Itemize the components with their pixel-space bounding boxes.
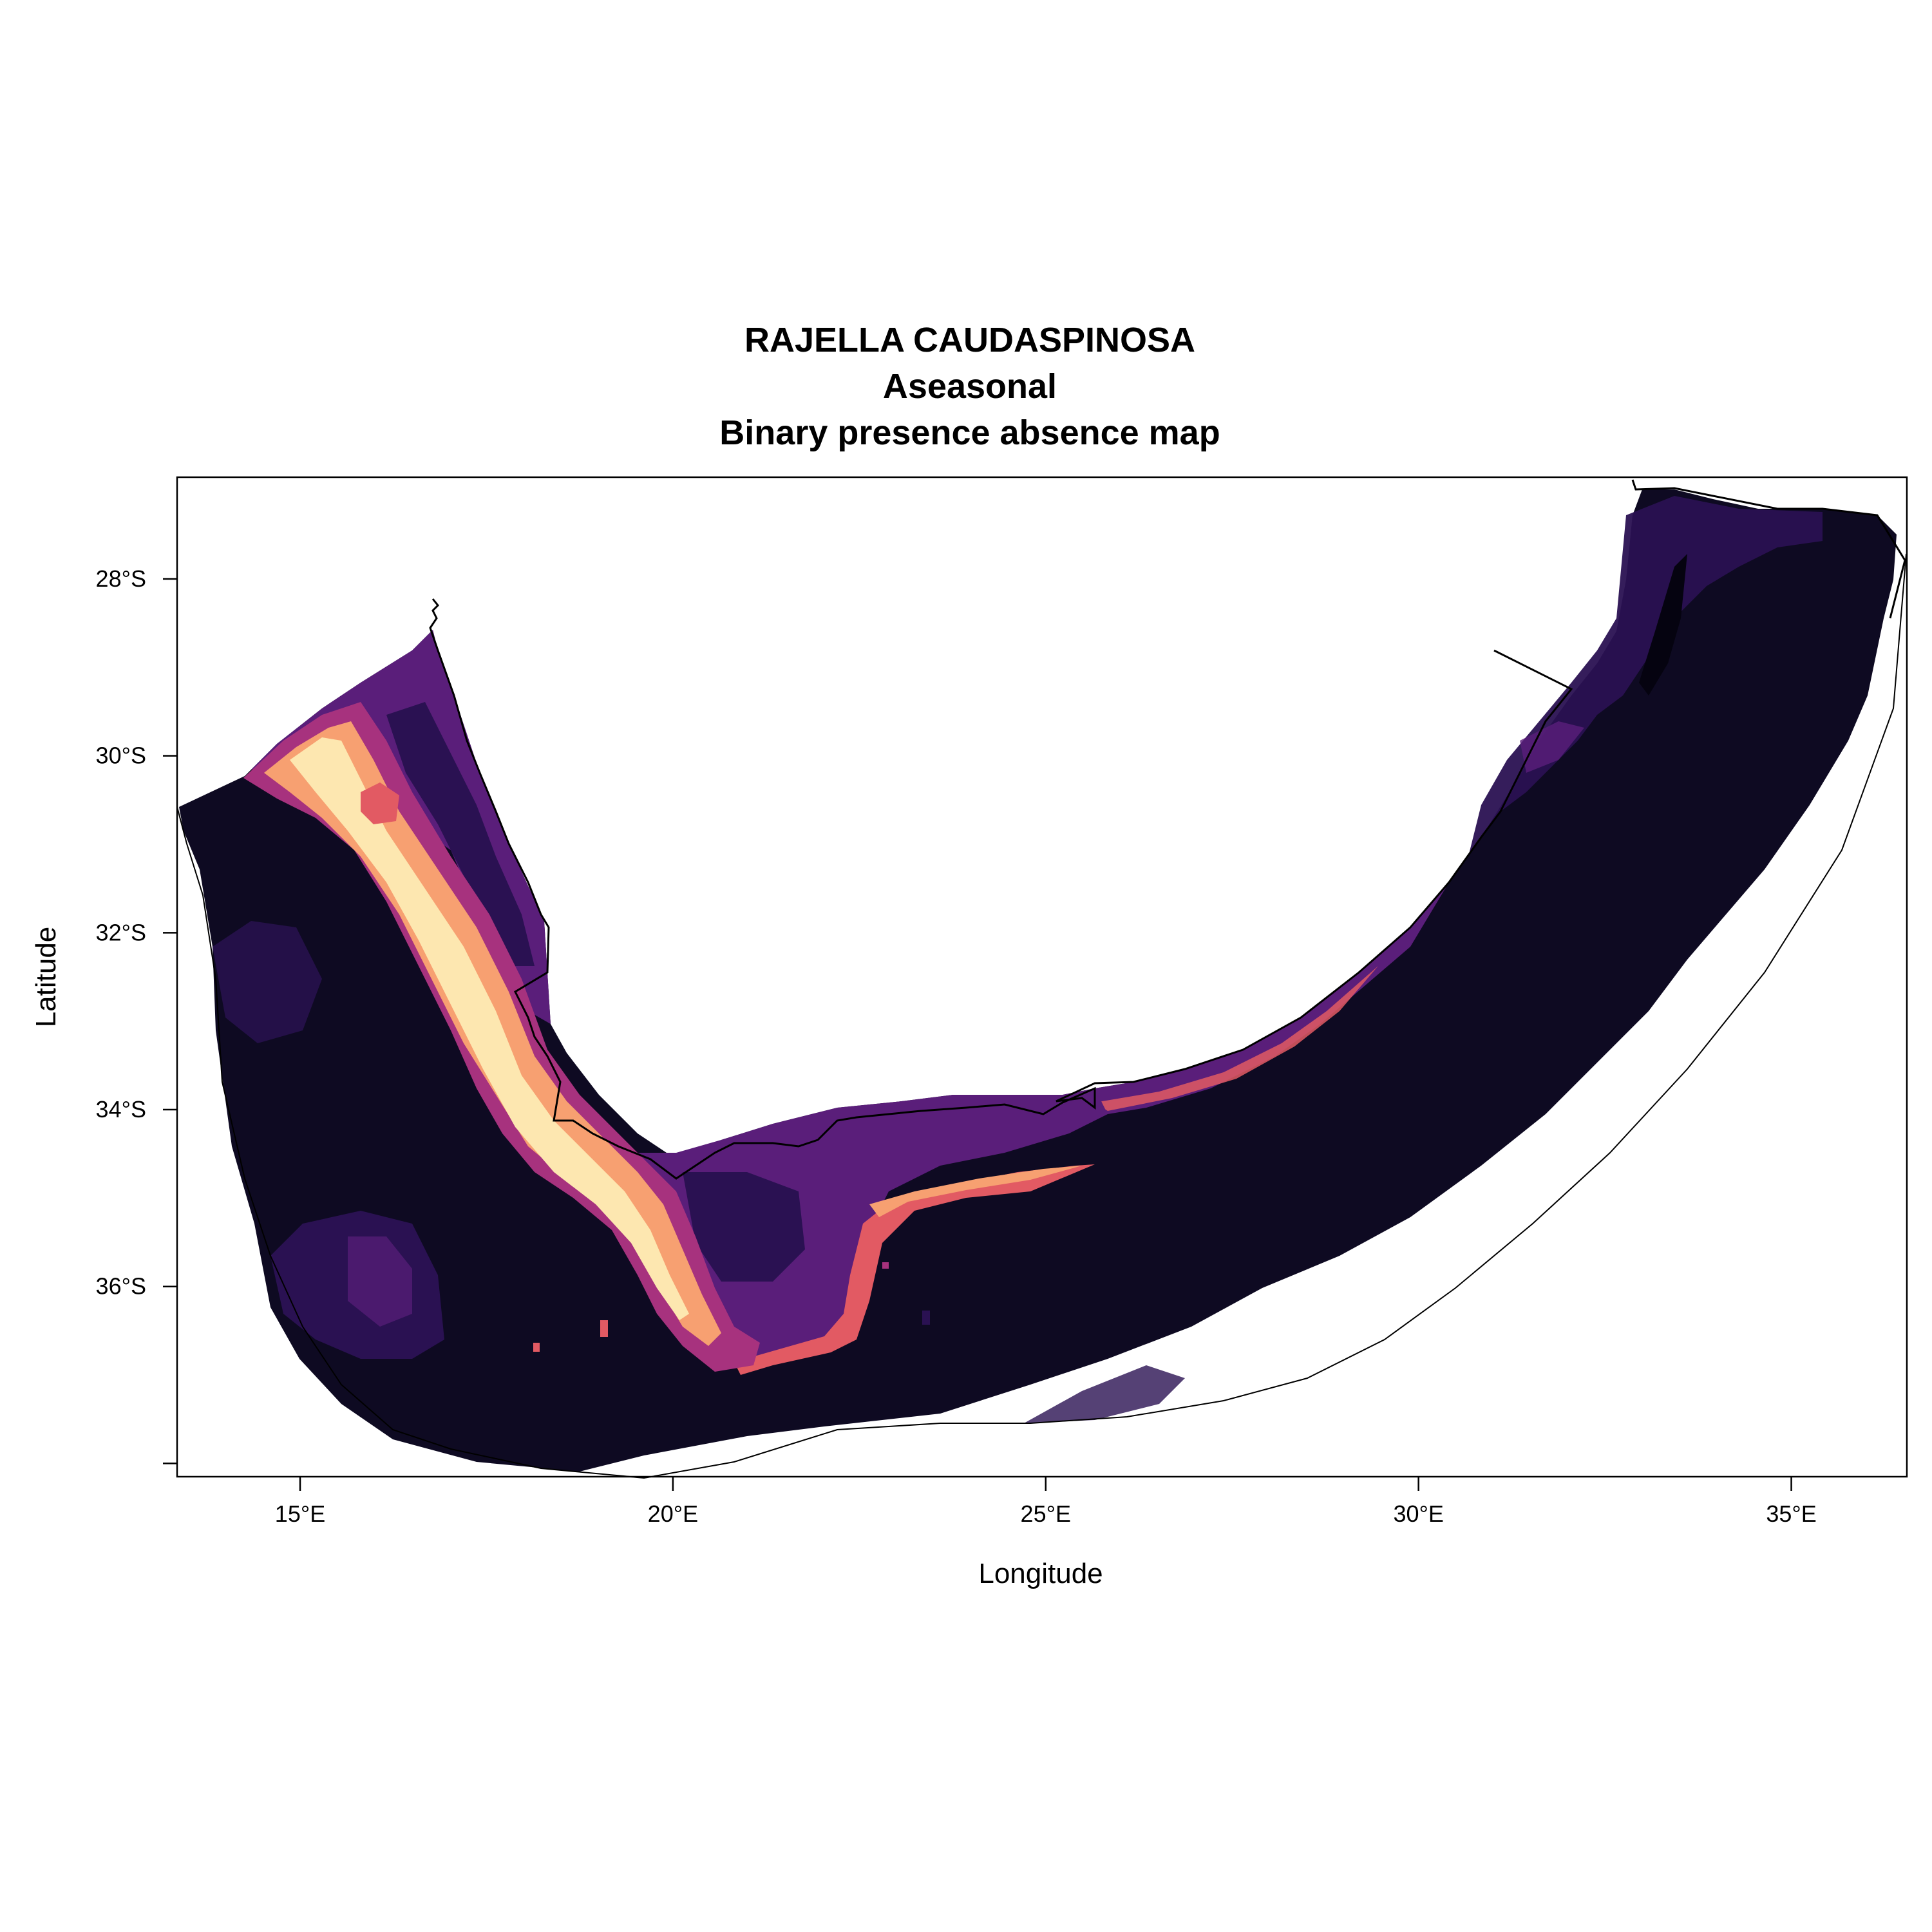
chart-title-line1: RAJELLA CAUDASPINOSA <box>744 321 1195 359</box>
x-tick-label: 30°E <box>1393 1501 1443 1527</box>
y-tick-label: 28°S <box>96 565 146 592</box>
patch-west-ring <box>348 1236 412 1327</box>
patch-east <box>1468 496 1823 857</box>
x-axis: 15°E 20°E 25°E 30°E 35°E <box>275 1477 1817 1527</box>
distribution-raster <box>179 489 1897 1472</box>
x-axis-title: Longitude <box>978 1558 1103 1589</box>
y-tick-label: 32°S <box>96 919 146 945</box>
chart-title-line3: Binary presence absence map <box>719 413 1220 452</box>
x-tick-label: 20°E <box>648 1501 698 1527</box>
x-tick-label: 25°E <box>1021 1501 1071 1527</box>
patch-south-offshore <box>1024 1365 1185 1423</box>
y-tick-label: 34°S <box>96 1096 146 1122</box>
raster-cell <box>600 1320 608 1337</box>
y-axis-title: Latitude <box>30 927 62 1028</box>
band-agulhas-peak <box>869 1166 1082 1217</box>
patch-east-light <box>1520 721 1584 773</box>
raster-cell <box>922 1311 930 1325</box>
band-west-pink-blob <box>361 782 399 824</box>
domain-boundary <box>176 553 1907 1479</box>
raster-cell <box>533 1343 540 1352</box>
x-tick-label: 35°E <box>1766 1501 1816 1527</box>
plot-frame <box>176 476 1908 1478</box>
patch-west-inner-dark <box>386 702 535 966</box>
band-southeast-coast <box>1082 882 1449 1114</box>
band-agulhas-shelf <box>734 1164 1095 1375</box>
coastline <box>429 598 1573 1180</box>
x-tick-label: 15°E <box>275 1501 325 1527</box>
band-west-core <box>290 737 689 1320</box>
patch-east-deep <box>1639 554 1687 696</box>
chart-title-line2: Aseasonal <box>883 367 1057 406</box>
y-tick-label: 36°S <box>96 1273 146 1300</box>
patch-west-upper <box>213 921 322 1043</box>
raster-cell <box>882 1262 889 1269</box>
patch-agulhas-dark <box>683 1172 805 1282</box>
y-tick-label: 30°S <box>96 743 146 769</box>
coastline-east <box>1631 479 1906 619</box>
y-axis: 28°S 30°S 32°S 34°S 36°S <box>96 565 177 1464</box>
